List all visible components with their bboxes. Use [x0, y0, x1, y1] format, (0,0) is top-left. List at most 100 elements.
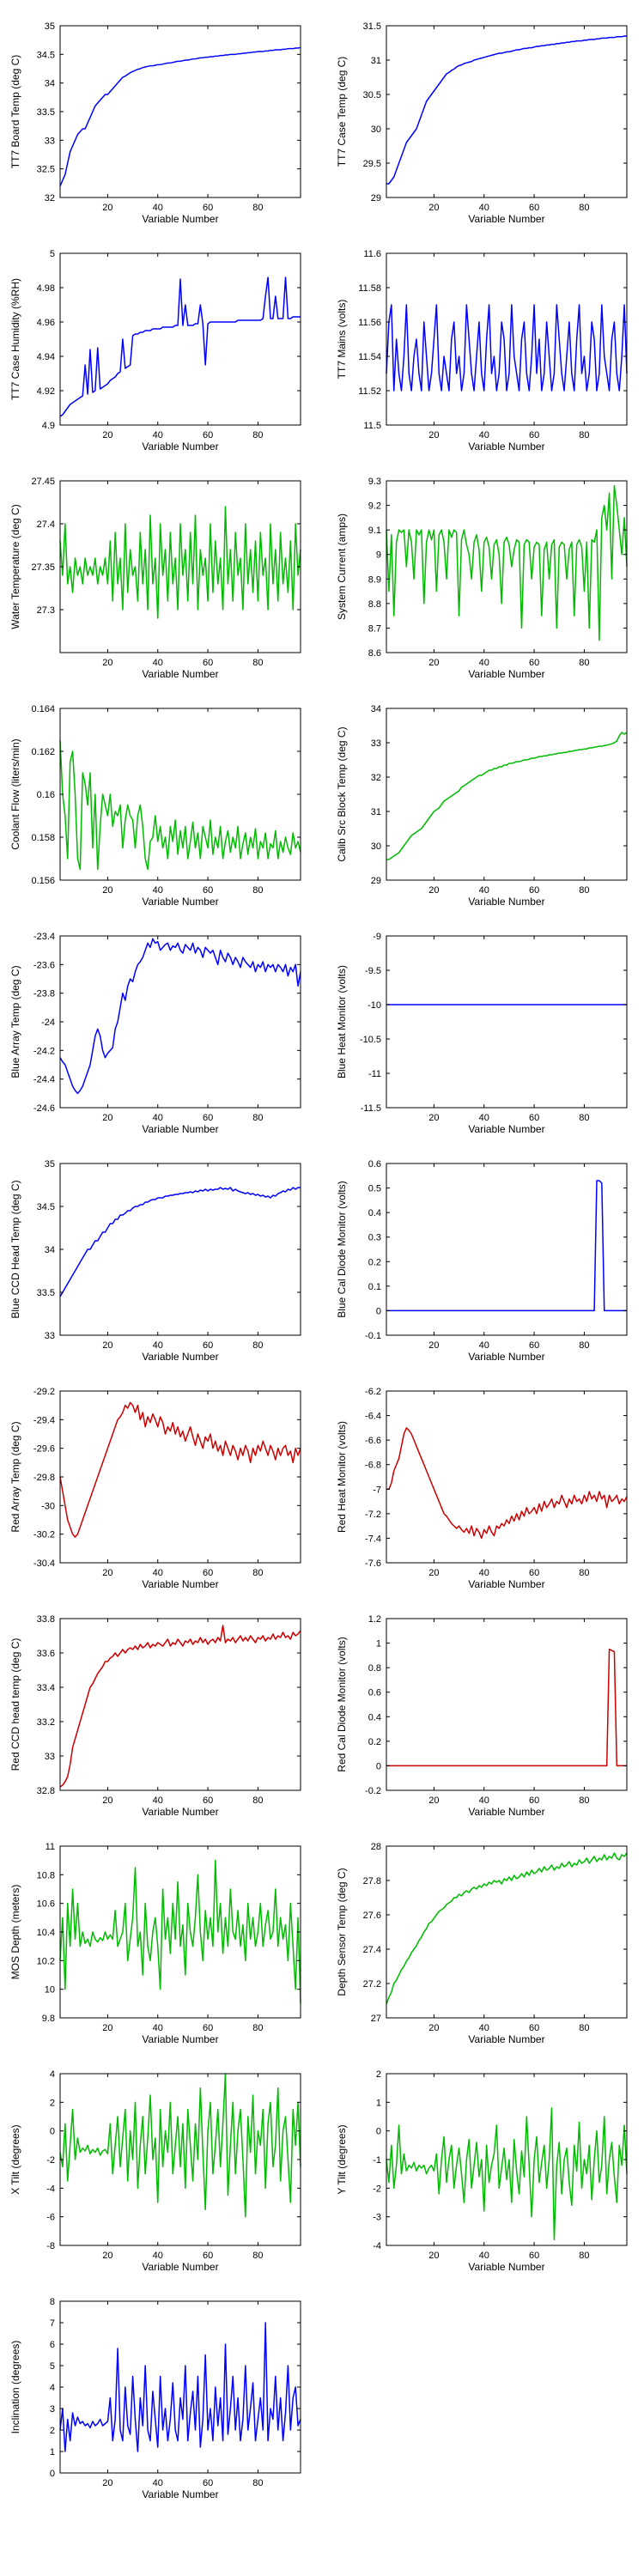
- x-tick-label: 20: [102, 885, 112, 896]
- y-axis-label: Blue Array Temp (deg C): [9, 965, 21, 1078]
- x-tick-label: 40: [153, 430, 163, 440]
- x-tick-label: 40: [153, 1340, 163, 1351]
- x-tick-label: 80: [252, 1568, 263, 1578]
- y-tick-label: -11: [368, 1069, 381, 1079]
- y-tick-label: 34.5: [37, 1202, 55, 1212]
- series-line: [59, 1187, 301, 1297]
- subplot-21: 0 1 2 3 4 5 6 7 8 20 40 60 80 Variable Number Inclinat…: [9, 2297, 301, 2500]
- x-tick-label: 20: [102, 1113, 112, 1123]
- subplot-19: -8 -6 -4 -2 0 2 4 20 40 60 80 Variable Number X Tilt…: [9, 2069, 301, 2273]
- plot-frame: [59, 1390, 301, 1564]
- x-tick-label: 80: [252, 1795, 263, 1806]
- y-tick-label: 4: [50, 2069, 55, 2080]
- x-tick-label: 40: [153, 2023, 163, 2033]
- series-line: [59, 46, 301, 186]
- subplot-6: 8.6 8.7 8.8 8.9 9 9.1 9.2 9.3 20 40 60 80 Variable N…: [336, 477, 628, 680]
- x-tick-label: 40: [479, 203, 489, 213]
- y-tick-label: -24: [41, 1018, 55, 1028]
- y-tick-label: 32.5: [37, 165, 55, 175]
- x-tick-label: 20: [102, 1568, 112, 1578]
- y-tick-label: 34: [371, 704, 381, 714]
- x-tick-label: 80: [252, 885, 263, 896]
- plot-frame: [386, 1390, 628, 1564]
- x-tick-label: 40: [153, 2251, 163, 2261]
- y-tick-label: 27.3: [37, 605, 55, 616]
- x-tick-label: 60: [203, 430, 213, 440]
- x-axis-label: Variable Number: [142, 2033, 218, 2045]
- x-axis-label: Variable Number: [468, 1578, 544, 1590]
- x-tick-label: 60: [203, 2478, 213, 2488]
- y-tick-label: -24.6: [33, 1103, 55, 1114]
- y-tick-label: 0.6: [368, 1159, 381, 1170]
- y-tick-label: 0.156: [31, 876, 55, 886]
- y-tick-label: 30: [371, 125, 381, 135]
- y-tick-label: -4: [46, 2184, 55, 2194]
- plot-frame: [59, 1163, 301, 1336]
- y-tick-label: 33.5: [37, 107, 55, 118]
- x-tick-label: 60: [203, 2251, 213, 2261]
- y-tick-label: -7.6: [365, 1558, 381, 1569]
- y-tick-label: 10.2: [37, 1956, 55, 1966]
- y-tick-label: -0.1: [365, 1331, 381, 1341]
- x-tick-label: 80: [579, 1568, 589, 1578]
- y-tick-label: 10: [45, 1985, 55, 1996]
- y-tick-label: 27.4: [37, 519, 55, 530]
- y-axis-label: Red Cal Diode Monitor (volts): [336, 1637, 348, 1771]
- y-tick-label: -23.4: [33, 932, 55, 942]
- y-tick-label: -24.2: [33, 1046, 55, 1056]
- plot-frame: [386, 1163, 628, 1336]
- series-line: [59, 740, 301, 871]
- subplot-9: -24.6 -24.4 -24.2 -24 -23.8 -23.6 -23.4 20 40 60 8…: [9, 932, 301, 1135]
- y-tick-label: 9.8: [42, 2014, 55, 2024]
- y-tick-label: 35: [45, 1159, 55, 1170]
- subplot-5: 27.3 27.35 27.4 27.45 20 40 60 80 Variable Numbe…: [9, 477, 301, 680]
- y-axis-label: MOS Depth (meters): [9, 1885, 21, 1980]
- y-tick-label: 8.7: [368, 623, 381, 634]
- y-tick-label: 0.1: [368, 1282, 381, 1292]
- subplot-18: 27 27.2 27.4 27.6 27.8 28 20 40 60 80 Variable Num…: [336, 1842, 628, 2045]
- x-axis-label: Variable Number: [142, 1806, 218, 1818]
- x-tick-label: 80: [579, 430, 589, 440]
- x-axis-label: Variable Number: [468, 668, 544, 680]
- y-tick-label: -6.8: [365, 1461, 381, 1471]
- y-tick-label: -29.2: [33, 1387, 55, 1397]
- y-tick-label: 33.2: [37, 1717, 55, 1728]
- y-tick-label: 33.4: [37, 1683, 55, 1693]
- subplot-20: -4 -3 -2 -1 0 1 2 20 40 60 80 Variable Number Y Tilt…: [336, 2069, 628, 2273]
- x-axis-label: Variable Number: [142, 2261, 218, 2273]
- y-tick-label: -3: [373, 2213, 381, 2223]
- x-tick-label: 40: [153, 2478, 163, 2488]
- y-tick-label: -29.8: [33, 1473, 55, 1483]
- y-tick-label: 0: [50, 2469, 55, 2479]
- y-axis-label: Y Tilt (degrees): [336, 2124, 348, 2194]
- plot-frame: [386, 708, 628, 881]
- y-tick-label: 0.162: [31, 747, 55, 757]
- y-tick-label: -29.6: [33, 1444, 55, 1455]
- x-axis-label: Variable Number: [468, 213, 544, 225]
- y-tick-label: -7.4: [365, 1534, 381, 1544]
- y-tick-label: 10.8: [37, 1870, 55, 1880]
- x-tick-label: 80: [579, 658, 589, 668]
- y-tick-label: 27.4: [363, 1945, 381, 1955]
- y-axis-label: Red Array Temp (deg C): [9, 1421, 21, 1532]
- x-tick-label: 20: [428, 2251, 439, 2261]
- x-axis-label: Variable Number: [468, 1351, 544, 1363]
- plot-frame: [59, 252, 301, 426]
- subplot-17: 9.8 10 10.2 10.4 10.6 10.8 11 20 40 60 80 Variable …: [9, 1842, 301, 2045]
- y-axis-label: Water Temperature (deg C): [9, 504, 21, 629]
- y-tick-label: 8.8: [368, 599, 381, 610]
- x-tick-label: 20: [428, 885, 439, 896]
- y-tick-label: 11.6: [363, 249, 381, 259]
- y-tick-label: -6.2: [365, 1387, 381, 1397]
- y-axis-label: Blue CCD Head Temp (deg C): [9, 1180, 21, 1318]
- x-tick-label: 20: [428, 430, 439, 440]
- y-tick-label: 2: [50, 2098, 55, 2108]
- y-tick-label: 30: [371, 841, 381, 852]
- y-tick-label: 33: [45, 136, 55, 146]
- subplot-11: 33 33.5 34 34.5 35 20 40 60 80 Variable Number Blu…: [9, 1159, 301, 1363]
- x-axis-label: Variable Number: [142, 1351, 218, 1363]
- x-axis-label: Variable Number: [142, 213, 218, 225]
- y-tick-label: -6.4: [365, 1412, 381, 1422]
- y-tick-label: 11.58: [358, 283, 381, 294]
